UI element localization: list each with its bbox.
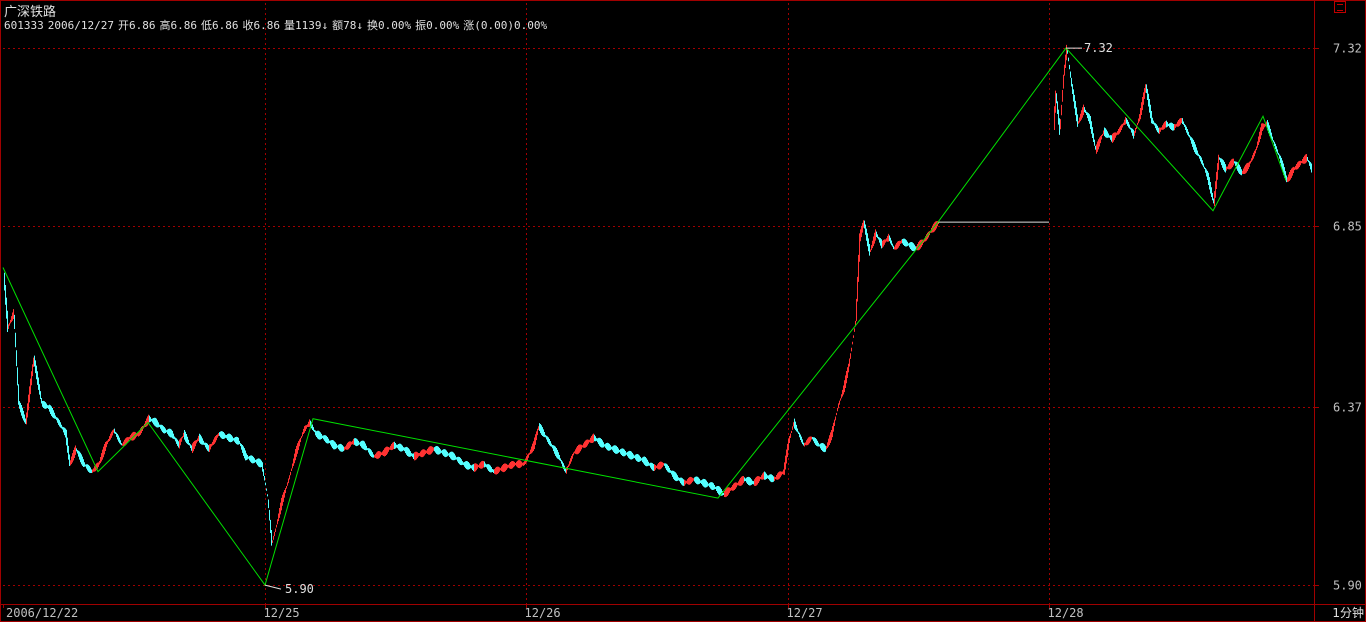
quote-date: 2006/12/27 (47, 19, 114, 32)
restore-window-icon[interactable] (1334, 1, 1346, 13)
x-tick-label: 12/25 (264, 606, 300, 620)
amount: 额78↓ (332, 19, 363, 32)
x-tick-label: 12/26 (525, 606, 561, 620)
turnover: 换0.00% (366, 19, 412, 32)
period-label[interactable]: 1分钟 (1332, 606, 1364, 620)
close-price: 收6.86 (242, 19, 280, 32)
x-tick-label: 2006/12/22 (6, 606, 78, 620)
quote-info-bar: 601333 2006/12/27 开6.86 高6.86 低6.86 收6.86 量113… (4, 17, 551, 33)
volume: 量1139↓ (283, 19, 329, 32)
y-tick-label: 7.32 (1333, 42, 1362, 56)
zigzag-line (2, 47, 1287, 587)
y-tick-label: 6.37 (1333, 401, 1362, 415)
stock-name: 广深铁路 (4, 5, 57, 20)
high-price: 高6.86 (159, 19, 197, 32)
low-price: 低6.86 (200, 19, 239, 32)
stock-code: 601333 (4, 19, 44, 32)
y-tick-label: 5.90 (1333, 579, 1362, 593)
change: 涨(0.00)0.00% (463, 19, 548, 32)
low-marker (264, 584, 282, 590)
x-tick-label: 12/28 (1048, 606, 1084, 620)
open-price: 开6.86 (117, 19, 156, 32)
high-label: 7.32 (1084, 41, 1113, 55)
amplitude: 振0.00% (415, 19, 460, 32)
y-tick-label: 6.85 (1333, 220, 1362, 234)
low-label: 5.90 (285, 582, 314, 596)
x-tick-label: 12/27 (787, 606, 823, 620)
